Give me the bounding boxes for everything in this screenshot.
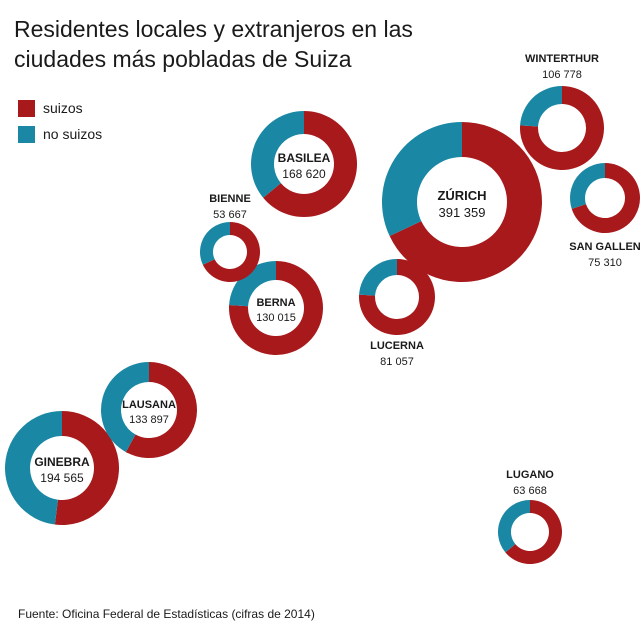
donut-san-gallen: SAN GALLEN 75 310: [569, 163, 640, 269]
slice-no-suizos-lucerna: [359, 259, 397, 296]
slice-suizos-bienne: [202, 222, 260, 282]
slice-no-suizos-bienne: [199, 222, 230, 265]
legend-label-suizos: suizos: [43, 100, 83, 116]
legend: suizos no suizos: [18, 95, 102, 147]
population-label-bienne: 53 667: [213, 209, 247, 221]
city-label-winterthur: WINTERTHUR: [525, 53, 599, 65]
legend-item-no-suizos: no suizos: [18, 121, 102, 147]
slice-suizos-zurich: [389, 122, 543, 283]
slice-suizos-basilea: [263, 111, 358, 217]
slice-suizos-san-gallen: [571, 163, 640, 233]
slice-no-suizos-winterthur: [520, 86, 562, 127]
donut-zurich: ZÚRICH 391 359: [381, 122, 543, 283]
population-label-san-gallen: 75 310: [588, 257, 622, 269]
legend-label-no-suizos: no suizos: [43, 126, 103, 142]
city-label-lucerna: LUCERNA: [370, 340, 424, 352]
population-label-berna: 130 015: [256, 312, 296, 324]
legend-swatch-suizos: [18, 99, 35, 117]
slice-no-suizos-lausana: [101, 362, 149, 453]
population-label-zurich: 391 359: [439, 205, 486, 220]
legend-item-suizos: suizos: [18, 95, 102, 121]
city-label-berna: BERNA: [256, 297, 295, 309]
city-label-lugano: LUGANO: [506, 469, 554, 481]
source-note: Fuente: Oficina Federal de Estadísticas …: [18, 607, 315, 621]
slice-no-suizos-berna: [229, 261, 276, 307]
slice-no-suizos-san-gallen: [570, 163, 605, 209]
donut-winterthur: WINTERTHUR 106 778: [520, 53, 604, 170]
slice-no-suizos-zurich: [381, 122, 462, 237]
legend-swatch-no-suizos: [18, 125, 35, 143]
donut-berna: BERNA 130 015: [229, 261, 323, 355]
slice-suizos-lausana: [125, 362, 198, 458]
donut-ginebra: GINEBRA 194 565: [4, 411, 119, 525]
slice-suizos-winterthur: [520, 86, 604, 170]
donut-lugano: LUGANO 63 668: [497, 469, 562, 564]
population-label-lugano: 63 668: [513, 485, 547, 497]
donut-lucerna: LUCERNA 81 057: [359, 259, 435, 368]
city-label-lausana: LAUSANA: [122, 399, 176, 411]
population-label-basilea: 168 620: [282, 167, 326, 181]
population-label-ginebra: 194 565: [40, 471, 84, 485]
donut-lausana: LAUSANA 133 897: [101, 362, 198, 458]
population-label-lucerna: 81 057: [380, 356, 414, 368]
population-label-winterthur: 106 778: [542, 69, 582, 81]
slice-no-suizos-lugano: [497, 500, 530, 553]
slice-no-suizos-basilea: [251, 111, 304, 198]
slice-suizos-lucerna: [359, 259, 435, 336]
city-label-san-gallen: SAN GALLEN: [569, 241, 640, 253]
city-label-bienne: BIENNE: [209, 193, 251, 205]
city-label-basilea: BASILEA: [278, 151, 331, 165]
population-label-lausana: 133 897: [129, 414, 169, 426]
slice-suizos-ginebra: [54, 411, 119, 525]
chart-title: Residentes locales y extranjeros en las …: [14, 16, 413, 72]
donut-basilea: BASILEA 168 620: [251, 111, 358, 217]
city-label-zurich: ZÚRICH: [437, 188, 486, 203]
slice-suizos-berna: [229, 261, 323, 355]
slice-no-suizos-ginebra: [4, 411, 62, 525]
donut-bienne: BIENNE 53 667: [199, 193, 260, 282]
city-label-ginebra: GINEBRA: [34, 455, 90, 469]
slice-suizos-lugano: [505, 500, 562, 564]
